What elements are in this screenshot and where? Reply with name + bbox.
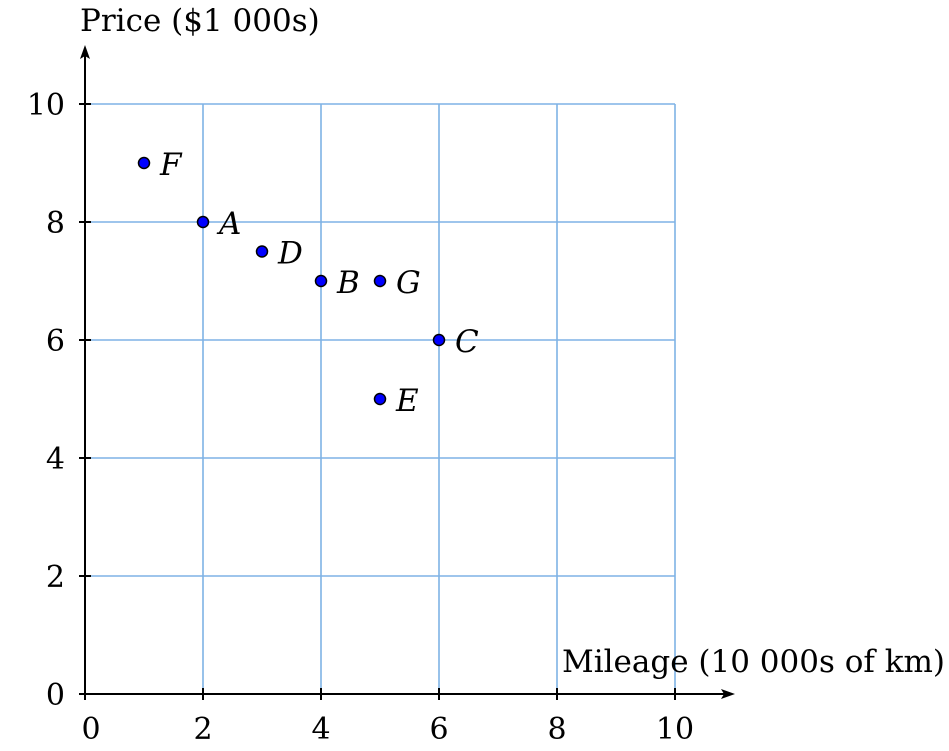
- point-marker: [255, 245, 269, 258]
- data-point-G: G: [373, 265, 421, 301]
- point-marker: [432, 333, 446, 347]
- point-marker: [373, 274, 387, 288]
- axes: [80, 45, 735, 699]
- data-point-F: F: [137, 147, 183, 183]
- ticks: 0 2 4 6 8 10 0 2 4 6 8 10: [27, 88, 694, 747]
- point-label: C: [455, 324, 479, 360]
- point-marker: [314, 274, 328, 288]
- y-axis-label: Price ($1 000s): [80, 3, 320, 39]
- point-label: D: [277, 236, 303, 272]
- x-tick-label: 6: [429, 712, 448, 747]
- data-point-A: A: [196, 206, 241, 242]
- point-label: G: [396, 265, 421, 301]
- x-tick-label: 2: [193, 712, 212, 747]
- point-label: A: [216, 206, 241, 242]
- x-tick-label: 10: [656, 712, 694, 747]
- y-tick-label: 6: [46, 324, 65, 359]
- point-marker: [373, 392, 387, 406]
- y-tick-label: 0: [46, 678, 65, 713]
- point-label: B: [336, 265, 360, 301]
- y-tick-label: 8: [46, 206, 65, 241]
- x-axis-label: Mileage (10 000s of km): [562, 644, 945, 680]
- data-point-D: D: [255, 236, 303, 272]
- y-axis-arrow: [80, 45, 90, 59]
- y-tick-label: 2: [46, 560, 65, 595]
- x-tick-label: 8: [547, 712, 566, 747]
- point-marker: [196, 215, 210, 229]
- data-point-E: E: [373, 383, 419, 419]
- data-point-B: B: [314, 265, 360, 301]
- y-tick-label: 4: [46, 442, 65, 477]
- x-tick-label: 4: [311, 712, 330, 747]
- y-tick-label: 10: [27, 88, 65, 123]
- grid: [85, 103, 676, 694]
- x-tick-label: 0: [81, 712, 100, 747]
- data-point-C: C: [432, 324, 479, 360]
- point-label: E: [395, 383, 419, 419]
- x-axis-arrow: [721, 689, 735, 699]
- point-label: F: [159, 147, 183, 183]
- point-marker: [137, 156, 151, 170]
